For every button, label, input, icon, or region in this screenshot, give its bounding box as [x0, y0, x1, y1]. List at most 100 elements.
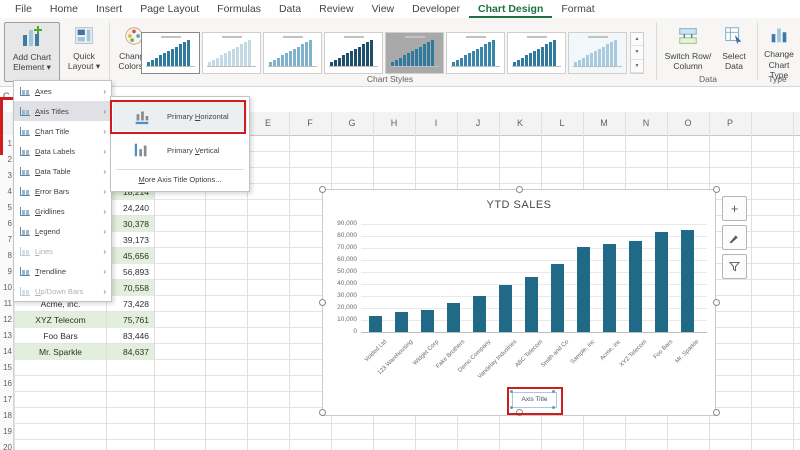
tab-formulas[interactable]: Formulas [217, 3, 261, 15]
column-header-f[interactable]: F [307, 118, 313, 128]
chart-bar-xyz-telecom[interactable] [629, 241, 642, 332]
chart-bar-vandelay-industries[interactable] [499, 284, 512, 332]
row-header-13[interactable]: 13 [3, 331, 12, 340]
chart-selection-handle[interactable] [713, 186, 720, 193]
row-header-19[interactable]: 19 [3, 427, 12, 436]
row-headers[interactable]: 1 2 3 4 5 6 7 8 9 10 11 12 13 14 15 16 17 18 19 20 [0, 135, 14, 450]
axis-title-textbox[interactable]: Axis Title [512, 392, 557, 408]
add-chart-element-button[interactable]: Add Chart Element ▾ [4, 22, 60, 82]
submenu-item-primary-vertical[interactable]: Primary Vertical [113, 135, 247, 165]
row-header-7[interactable]: 7 [7, 235, 12, 244]
chart-style-thumbnail-4[interactable] [324, 32, 383, 74]
column-header-l[interactable]: L [559, 118, 565, 128]
chart-style-thumbnail-8[interactable] [568, 32, 627, 74]
tab-home[interactable]: Home [49, 3, 78, 15]
tab-format[interactable]: Format [561, 3, 595, 15]
tab-review[interactable]: Review [319, 3, 354, 15]
chart-bar-123-warehousing[interactable] [395, 311, 408, 332]
menu-item-error-bars[interactable]: Error Bars › [14, 181, 111, 201]
column-header-e[interactable]: E [264, 118, 271, 128]
quick-layout-button[interactable]: Quick Layout ▾ [60, 22, 108, 80]
row-header-16[interactable]: 16 [3, 379, 12, 388]
chart-selection-handle[interactable] [516, 186, 523, 193]
more-axis-title-options-item[interactable]: More Axis Title Options... [138, 175, 222, 184]
cell-sales-value[interactable]: 70,558 [107, 280, 154, 296]
row-header-8[interactable]: 8 [7, 251, 12, 260]
chart-bar-sample-inc[interactable] [577, 247, 590, 332]
menu-item-gridlines[interactable]: Gridlines › [14, 201, 111, 221]
change-chart-type-button[interactable]: Change Chart Type [759, 22, 799, 80]
cell-sales-value[interactable]: 73,428 [123, 299, 149, 309]
cell-sales-value[interactable]: 30,378 [107, 216, 154, 232]
chart-elements-button[interactable]: + [722, 196, 747, 221]
gallery-scroll-down-icon[interactable]: ▼ [631, 46, 643, 60]
gallery-more-icon[interactable]: ▼ [631, 60, 643, 73]
row-header-14[interactable]: 14 [3, 347, 12, 356]
chart-title[interactable]: YTD SALES [486, 199, 552, 211]
column-header-m[interactable]: M [600, 118, 608, 128]
chart-bar-foo-bars[interactable] [655, 231, 668, 332]
tab-developer[interactable]: Developer [412, 3, 461, 15]
chart-object[interactable]: YTD SALES Axis Title 90,000 80,000 70,000 6… [319, 186, 720, 416]
chart-selection-handle[interactable] [319, 409, 326, 416]
row-header-15[interactable]: 15 [3, 363, 12, 372]
textbox-handle[interactable] [552, 390, 555, 393]
row-header-20[interactable]: 20 [3, 443, 12, 450]
textbox-handle[interactable] [510, 406, 513, 409]
menu-item-trendline[interactable]: Trendline › [14, 261, 111, 281]
chart-selection-handle[interactable] [319, 186, 326, 193]
chart-style-thumbnail-2[interactable] [202, 32, 261, 74]
row-header-2[interactable]: 2 [7, 155, 12, 164]
cell-sales-value[interactable]: 39,173 [123, 235, 149, 245]
column-header-g[interactable]: G [348, 118, 356, 128]
menu-item-axis-titles[interactable]: Axis Titles › [14, 101, 111, 121]
chart-selection-handle[interactable] [713, 299, 720, 306]
row-header-10[interactable]: 10 [3, 283, 12, 292]
chart-bar-demo-company[interactable] [473, 295, 486, 332]
textbox-handle[interactable] [552, 406, 555, 409]
tab-file[interactable]: File [15, 3, 32, 15]
column-header-n[interactable]: N [642, 118, 650, 128]
chart-style-thumbnail-5[interactable] [385, 32, 444, 74]
row-header-4[interactable]: 4 [7, 187, 12, 196]
chart-style-thumbnail-7[interactable] [507, 32, 566, 74]
row-header-11[interactable]: 11 [3, 299, 12, 308]
switch-row-column-button[interactable]: Switch Row/ Column [663, 22, 713, 80]
menu-item-data-table[interactable]: Data Table › [14, 161, 111, 181]
column-header-h[interactable]: H [390, 118, 398, 128]
cell-company-name[interactable]: Mr. Sparkle [15, 344, 106, 360]
chart-bar-acme-inc[interactable] [603, 243, 616, 332]
column-header-p[interactable]: P [726, 118, 733, 128]
tab-chart-design[interactable]: Chart Design [469, 0, 552, 18]
cell-sales-value[interactable]: 84,637 [107, 344, 154, 360]
chart-bar-fake-brothers[interactable] [447, 302, 460, 332]
tab-view[interactable]: View [371, 3, 395, 15]
cell-company-name[interactable]: XYZ Telecom [15, 312, 106, 328]
chart-selection-handle[interactable] [713, 409, 720, 416]
tab-data[interactable]: Data [278, 3, 302, 15]
column-header-j[interactable]: J [475, 118, 481, 128]
gallery-scroll-up-icon[interactable]: ▲ [631, 33, 643, 47]
chart-bar-abc-telecom[interactable] [525, 277, 538, 332]
cell-company-name[interactable]: Foo Bars [43, 331, 78, 341]
cell-sales-value[interactable]: 24,240 [123, 203, 149, 213]
row-header-5[interactable]: 5 [7, 203, 12, 212]
row-header-1[interactable]: 1 [7, 139, 12, 148]
chart-bar-widget-corp[interactable] [421, 310, 434, 332]
column-header-o[interactable]: O [684, 118, 692, 128]
row-header-17[interactable]: 17 [3, 395, 12, 404]
menu-item-chart-title[interactable]: Chart Title › [14, 121, 111, 141]
column-header-i[interactable]: I [434, 118, 438, 128]
select-data-button[interactable]: Select Data [715, 22, 753, 80]
chart-style-thumbnail-6[interactable] [446, 32, 505, 74]
chart-selection-handle[interactable] [516, 409, 523, 416]
chart-bar-smith-and-co[interactable] [551, 263, 564, 332]
row-header-12[interactable]: 12 [3, 315, 12, 324]
row-header-9[interactable]: 9 [7, 267, 12, 276]
chart-bar-voided-ltd[interactable] [369, 315, 382, 332]
cell-sales-value[interactable]: 83,446 [123, 331, 149, 341]
cell-sales-value[interactable]: 45,656 [107, 248, 154, 264]
chart-selection-handle[interactable] [319, 299, 326, 306]
row-header-6[interactable]: 6 [7, 219, 12, 228]
tab-insert[interactable]: Insert [95, 3, 123, 15]
